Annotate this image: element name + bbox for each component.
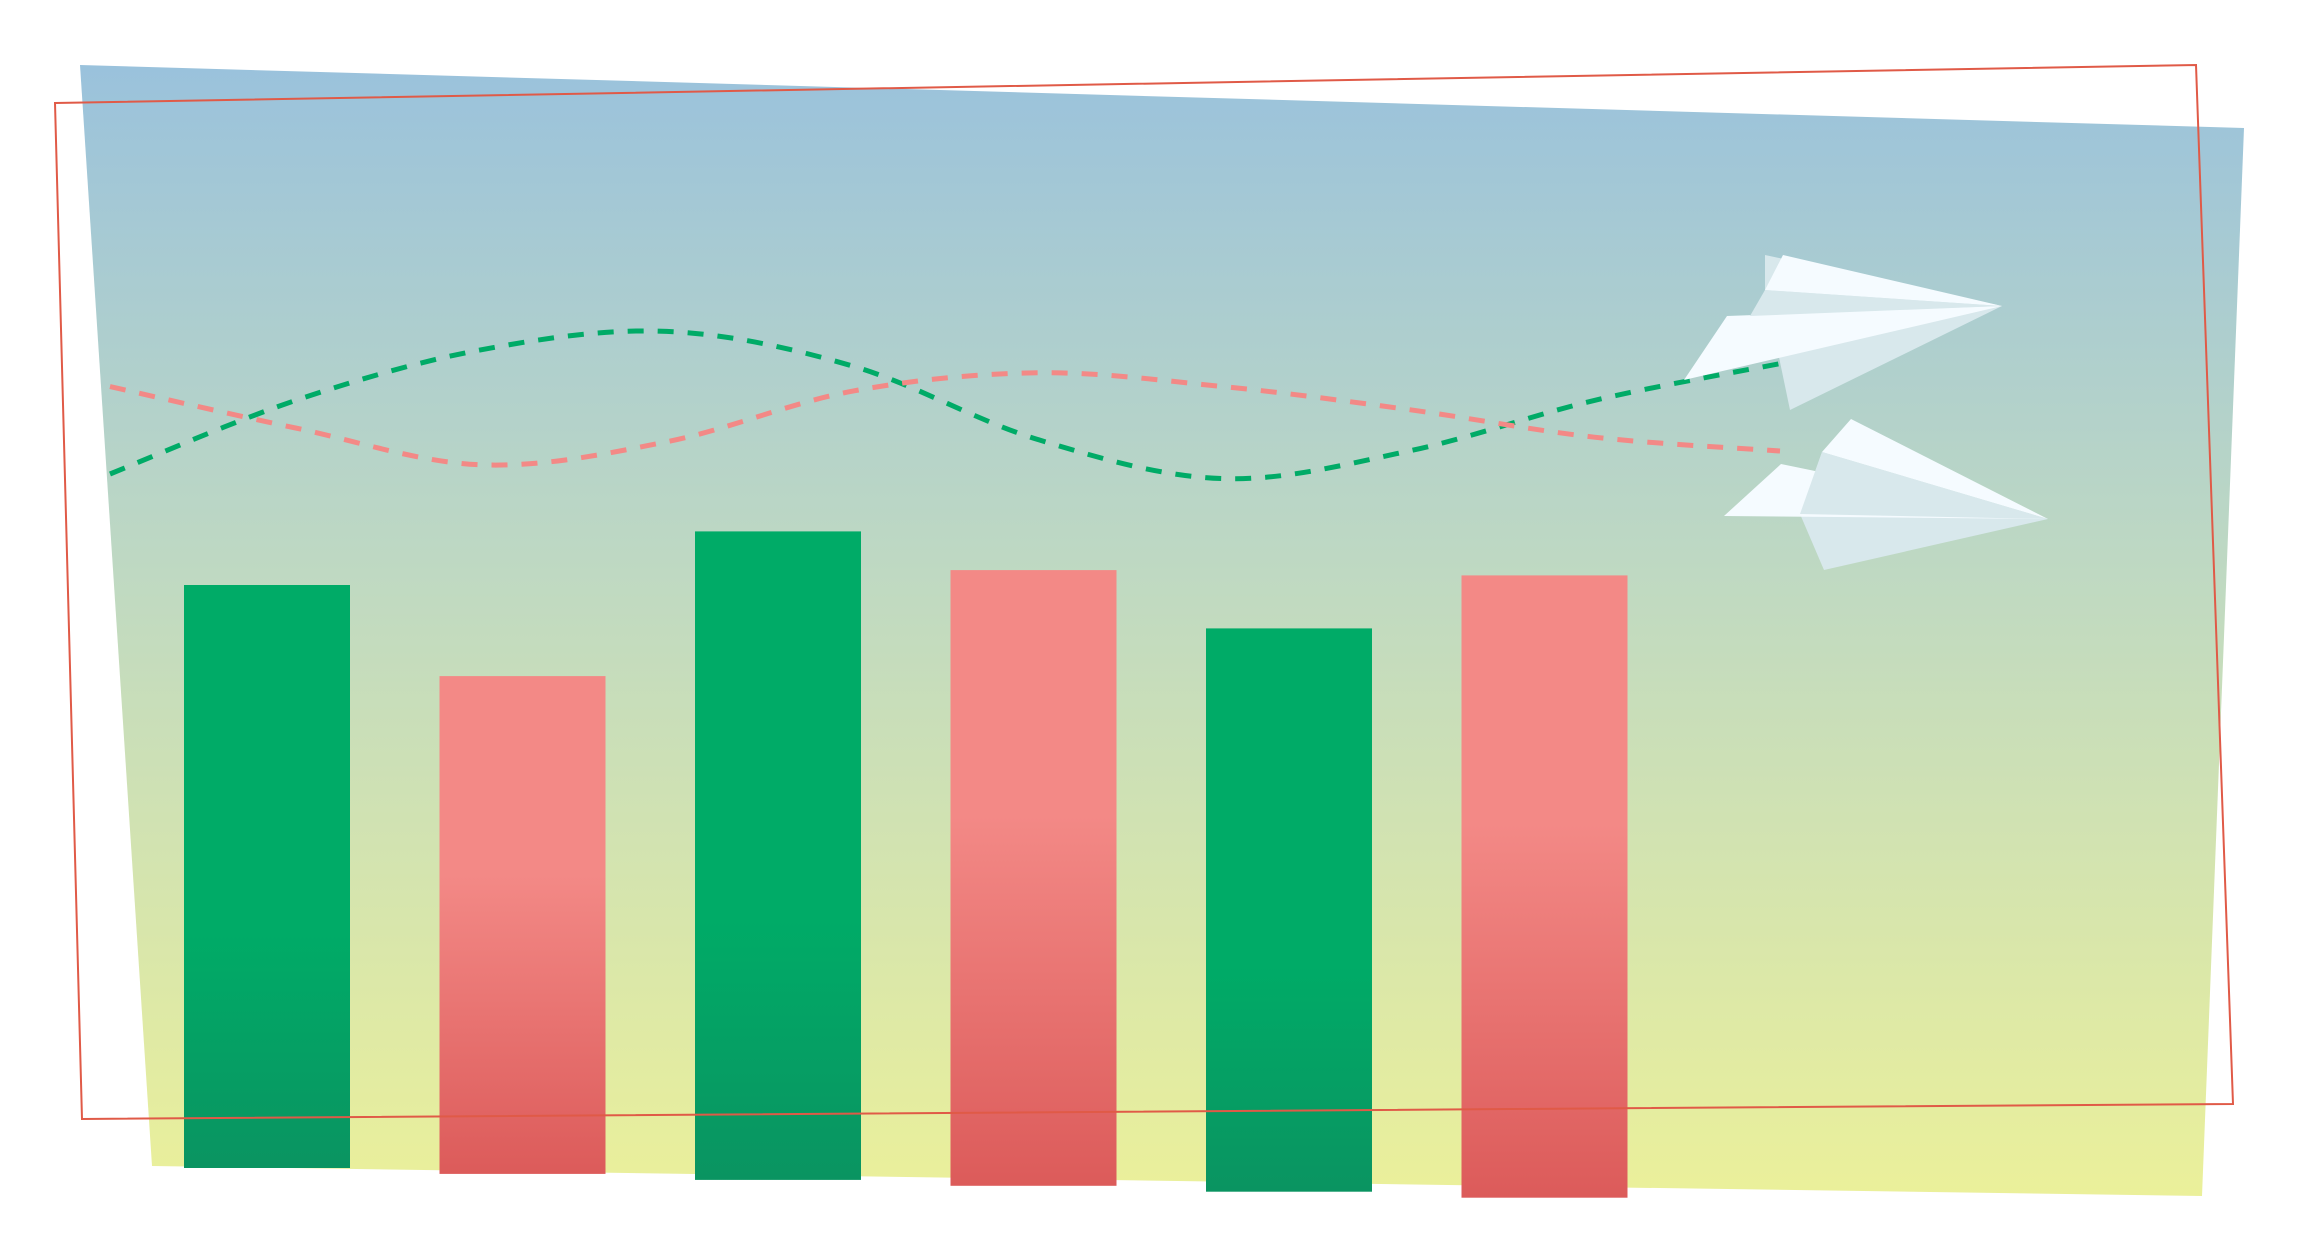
trend-lines-layer <box>109 328 1781 482</box>
trend-line-red <box>109 370 1781 468</box>
paper-plane-icon <box>1724 419 2048 570</box>
bar-5 <box>1206 628 1372 1192</box>
bar-3 <box>695 531 861 1180</box>
bar-4 <box>950 570 1117 1186</box>
bar-1 <box>184 585 350 1168</box>
bar-2 <box>439 676 606 1174</box>
sky-background <box>80 65 2244 1196</box>
bar-6 <box>1461 575 1628 1198</box>
paper-plane-icon <box>1684 255 2002 410</box>
bars-layer <box>184 531 1628 1198</box>
frame-outline <box>53 63 2235 1121</box>
